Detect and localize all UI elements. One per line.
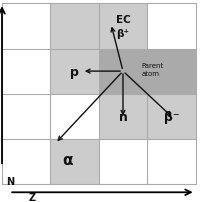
Bar [50, 4, 99, 49]
Bar [147, 94, 196, 139]
Bar [147, 49, 196, 94]
Text: β⁻: β⁻ [164, 110, 179, 123]
Text: EC: EC [116, 15, 130, 25]
Bar [99, 4, 147, 49]
Bar [99, 94, 147, 139]
Text: p: p [70, 65, 79, 78]
Text: β⁺: β⁺ [116, 28, 129, 39]
Text: N: N [6, 176, 14, 186]
Text: Z: Z [29, 192, 36, 202]
Bar [50, 139, 99, 184]
Bar [99, 49, 147, 94]
Text: α: α [62, 152, 73, 167]
Text: n: n [119, 110, 127, 123]
Bar [50, 49, 99, 94]
Text: Parent
atom: Parent atom [141, 63, 164, 76]
